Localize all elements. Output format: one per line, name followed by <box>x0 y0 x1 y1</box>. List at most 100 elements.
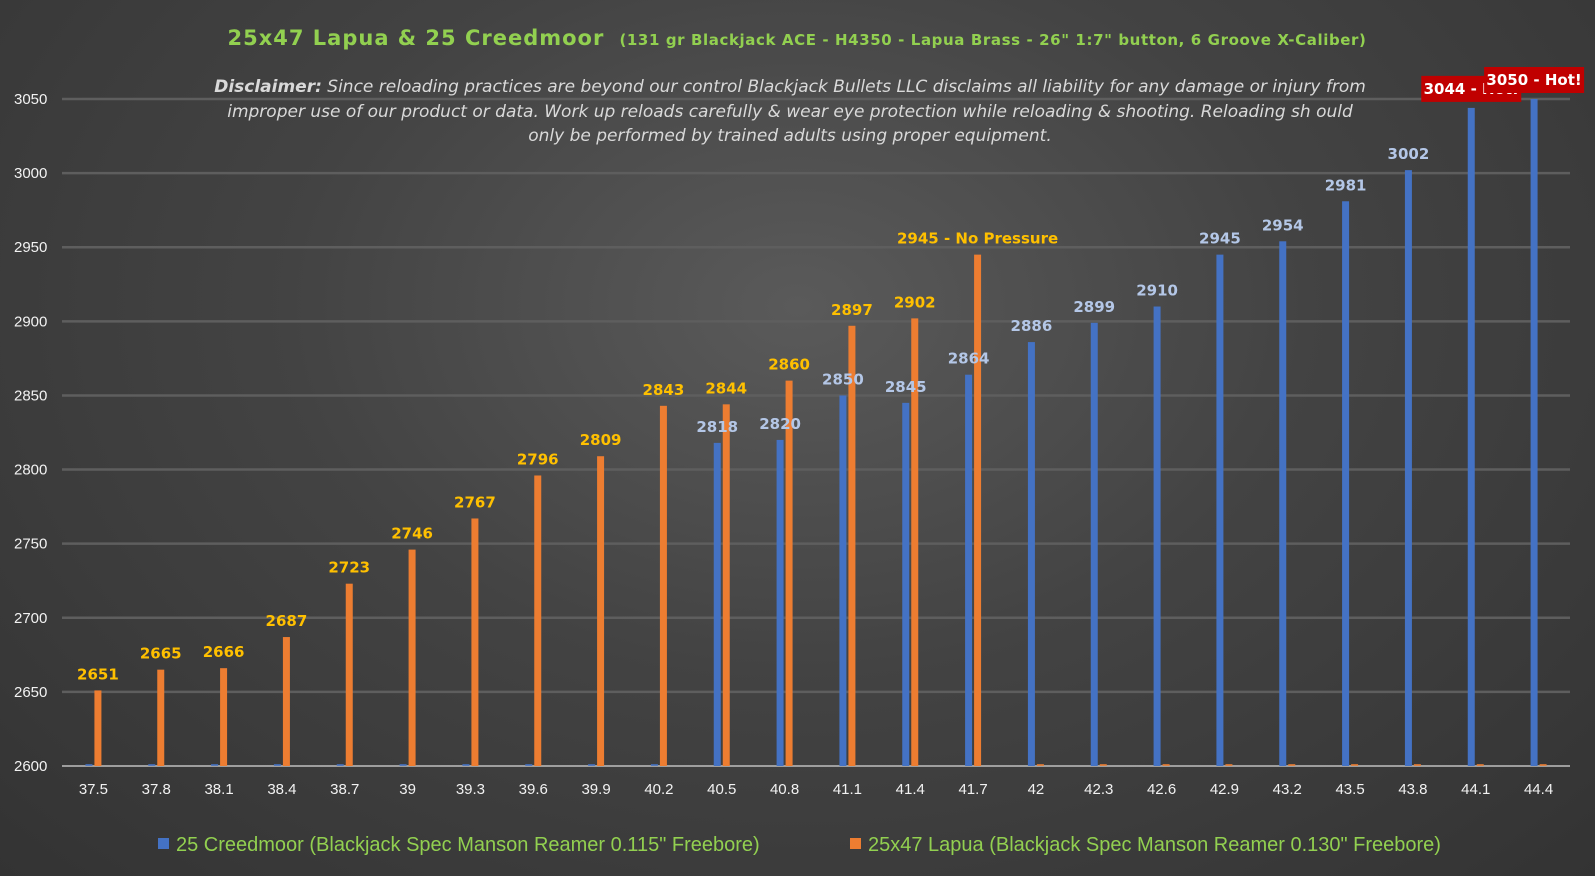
data-label-lapua: 2746 <box>391 525 433 543</box>
legend-swatch-lapua <box>850 838 861 849</box>
x-tick-label: 39.3 <box>456 781 485 798</box>
x-tick-label: 42.3 <box>1084 781 1113 798</box>
data-label-creedmoor: 2850 <box>822 370 864 388</box>
x-axis: 37.5 37.8 38.1 38.4 38.7 39 39.3 39.6 39.9 40.2 40… <box>79 781 1553 798</box>
disclaimer-line-1: Disclaimer: Since reloading practices ar… <box>214 77 1366 97</box>
bar-creedmoor <box>1216 254 1224 766</box>
x-tick-label: 40.2 <box>644 781 673 798</box>
bar-lapua <box>785 380 793 766</box>
chart-title: 25x47 Lapua & 25 Creedmoor <box>227 26 604 50</box>
bar-creedmoor <box>1530 99 1538 766</box>
disclaimer-line-3: only be performed by trained adults usin… <box>528 126 1052 146</box>
x-tick-label: 40.8 <box>770 781 799 798</box>
bar-creedmoor <box>1467 107 1475 767</box>
bar-lapua-empty <box>1162 764 1170 766</box>
bar-lapua <box>722 404 730 766</box>
bar-creedmoor-empty <box>148 764 156 766</box>
hot-label: 3050 - Hot! <box>1486 71 1581 89</box>
x-tick-label: 42.6 <box>1147 781 1176 798</box>
x-tick-label: 41.4 <box>896 781 925 798</box>
bar-creedmoor-empty <box>462 764 470 766</box>
bar-lapua <box>911 318 919 766</box>
data-label-creedmoor: 2886 <box>1011 317 1053 335</box>
data-label-lapua: 2666 <box>203 643 245 661</box>
x-tick-label: 44.1 <box>1461 781 1490 798</box>
bar-lapua-empty <box>1351 764 1359 766</box>
bar-creedmoor <box>965 374 973 766</box>
bar-creedmoor <box>713 442 721 766</box>
bars <box>85 99 1547 767</box>
y-tick-label: 2600 <box>14 758 47 775</box>
legend-label-lapua: 25x47 Lapua (Blackjack Spec Manson Reame… <box>868 834 1441 856</box>
x-tick-label: 38.7 <box>330 781 359 798</box>
x-tick-label: 39.6 <box>519 781 548 798</box>
bar-creedmoor <box>1090 322 1098 766</box>
bar-lapua-empty <box>1225 764 1233 766</box>
bar-lapua <box>471 518 479 766</box>
data-label-creedmoor: 2899 <box>1073 298 1115 316</box>
x-tick-label: 39 <box>399 781 416 798</box>
x-tick-label: 42 <box>1028 781 1045 798</box>
data-label-lapua: 2902 <box>894 293 936 311</box>
bar-creedmoor-empty <box>273 764 281 766</box>
bar-creedmoor <box>1342 201 1350 767</box>
x-tick-label: 43.2 <box>1273 781 1302 798</box>
bar-creedmoor <box>1153 306 1161 766</box>
bar-creedmoor-empty <box>336 764 344 766</box>
data-label-lapua: 2860 <box>768 356 810 374</box>
data-label-lapua: 2665 <box>140 645 182 663</box>
bar-creedmoor-empty <box>588 764 596 766</box>
x-tick-label: 43.8 <box>1398 781 1427 798</box>
bar-lapua <box>534 475 542 766</box>
bar-lapua <box>974 254 982 766</box>
disclaimer-text-1: Since reloading practices are beyond our… <box>322 77 1366 97</box>
x-tick-label: 43.5 <box>1335 781 1364 798</box>
legend-swatch-creedmoor <box>158 838 169 849</box>
bar-lapua <box>220 668 228 766</box>
data-label-creedmoor: 2981 <box>1325 176 1367 194</box>
data-label-lapua: 2723 <box>328 559 370 577</box>
bar-creedmoor <box>902 402 910 766</box>
y-tick-label: 2900 <box>14 313 47 330</box>
bar-creedmoor-empty <box>85 764 93 766</box>
bar-lapua <box>282 637 290 766</box>
data-label-creedmoor: 2910 <box>1136 282 1178 300</box>
x-tick-label: 41.7 <box>958 781 987 798</box>
bar-creedmoor <box>1027 342 1035 766</box>
bar-lapua <box>659 405 667 766</box>
bar-lapua-empty <box>1099 764 1107 766</box>
y-axis: 2600 2650 2700 2750 2800 2850 2900 2950 3000 3050 <box>14 91 47 775</box>
data-label-creedmoor: 2864 <box>948 350 990 368</box>
data-label-lapua: 2897 <box>831 301 873 319</box>
bar-lapua <box>157 669 165 766</box>
data-label-lapua: 2843 <box>643 381 685 399</box>
data-label-lapua: 2796 <box>517 450 559 468</box>
y-tick-label: 2750 <box>14 536 47 553</box>
x-tick-label: 38.4 <box>267 781 296 798</box>
disclaimer: Disclaimer: Since reloading practices ar… <box>214 77 1366 146</box>
data-label-creedmoor: 3002 <box>1388 145 1430 163</box>
x-tick-label: 39.9 <box>581 781 610 798</box>
bar-lapua <box>345 583 353 766</box>
data-label-lapua: 2651 <box>77 665 119 683</box>
y-tick-label: 3050 <box>14 91 47 108</box>
bar-lapua <box>408 549 416 766</box>
bar-creedmoor-empty <box>211 764 219 766</box>
data-label-lapua: 2809 <box>580 431 622 449</box>
legend: 25 Creedmoor (Blackjack Spec Manson Ream… <box>158 834 1441 856</box>
bar-lapua-empty <box>1539 764 1547 766</box>
x-tick-label: 44.4 <box>1524 781 1553 798</box>
data-label-lapua: 2767 <box>454 493 496 511</box>
x-tick-label: 40.5 <box>707 781 736 798</box>
bar-creedmoor <box>839 395 847 766</box>
y-tick-label: 2950 <box>14 239 47 256</box>
x-tick-label: 37.8 <box>142 781 171 798</box>
hot-label-box <box>1484 67 1585 93</box>
bar-lapua-empty <box>1413 764 1421 766</box>
bar-lapua <box>597 456 605 766</box>
bar-creedmoor <box>776 439 784 766</box>
chart-title-line: 25x47 Lapua & 25 Creedmoor (131 gr Black… <box>227 26 1366 50</box>
data-label-lapua: 2687 <box>266 612 308 630</box>
bar-lapua <box>94 690 102 766</box>
